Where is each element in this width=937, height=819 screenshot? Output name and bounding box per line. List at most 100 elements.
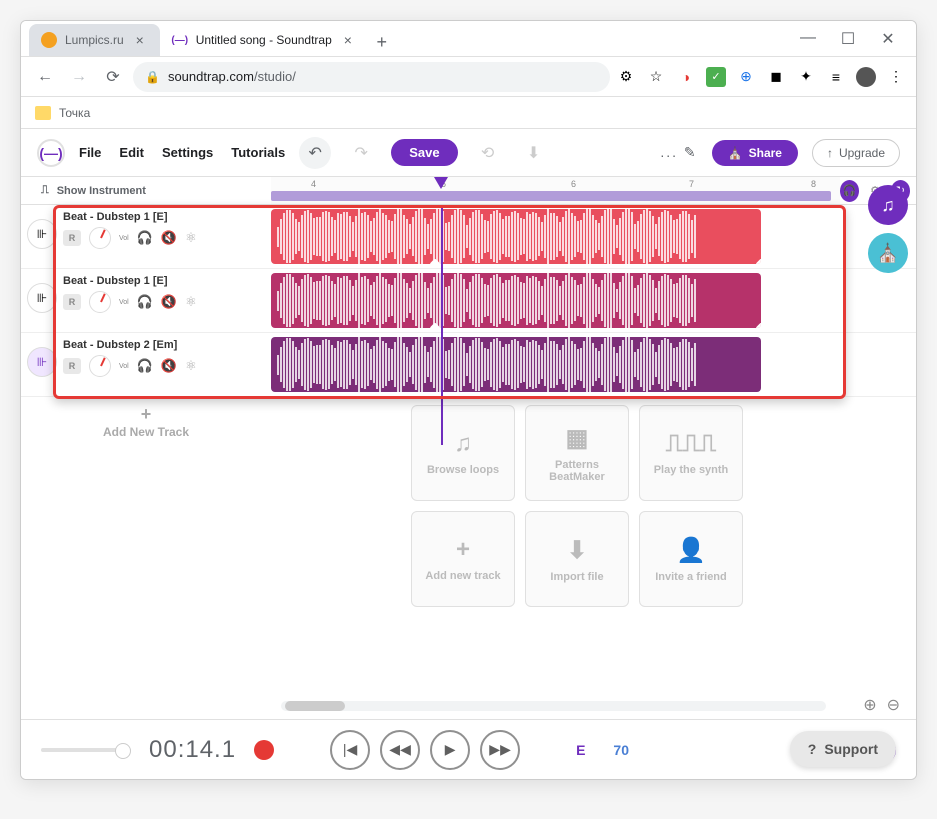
url-field[interactable]: 🔒 soundtrap.com/studio/ [133, 62, 610, 92]
track-icon[interactable]: ⊪ [27, 347, 57, 377]
minimize-button[interactable]: — [798, 29, 818, 49]
mute-icon[interactable]: 🔇 [161, 230, 177, 246]
close-button[interactable]: ✕ [878, 29, 898, 49]
address-bar: ← → ⟳ 🔒 soundtrap.com/studio/ ⚙ ☆ ◑ ✓ ⊕ … [21, 57, 916, 97]
collab-panel-button[interactable]: ⛪ [868, 233, 908, 273]
loops-panel-button[interactable]: ♫ [868, 185, 908, 225]
undo-button[interactable]: ↶ [299, 137, 331, 169]
show-instrument-button[interactable]: ⎍ Show Instrument [21, 177, 271, 204]
track-header[interactable]: ⊪ Beat - Dubstep 1 [E] R Vol 🎧 🔇 ⚛ [21, 269, 271, 332]
ext-icon[interactable]: ◼ [766, 67, 786, 87]
menu-file[interactable]: File [79, 145, 101, 160]
zoom-controls: ⊕ ⊖ [863, 695, 900, 715]
star-icon[interactable]: ☆ [646, 67, 666, 87]
new-tab-button[interactable]: + [368, 28, 396, 56]
menu-button[interactable]: ⋮ [886, 67, 906, 87]
browse-loops-card[interactable]: ♫Browse loops [411, 405, 515, 501]
volume-knob[interactable] [89, 291, 111, 313]
loop-region[interactable] [271, 191, 831, 201]
menu-edit[interactable]: Edit [119, 145, 144, 160]
record-arm[interactable]: R [63, 358, 81, 374]
import-icon: ⬇ [567, 536, 587, 565]
waveform [277, 209, 755, 264]
record-arm[interactable]: R [63, 230, 81, 246]
headphone-icon[interactable]: 🎧 [137, 230, 153, 246]
invite-card[interactable]: 👤Invite a friend [639, 511, 743, 607]
master-volume-slider[interactable] [41, 748, 131, 752]
track-row: ⊪ Beat - Dubstep 2 [Em] R Vol 🎧 🔇 ⚛ [21, 333, 916, 397]
person-icon: 👤 [676, 536, 706, 565]
track-lane[interactable] [271, 333, 916, 396]
save-button[interactable]: Save [391, 139, 457, 166]
headphones-button[interactable]: 🎧 [840, 180, 859, 202]
menu-settings[interactable]: Settings [162, 145, 213, 160]
zoom-out-button[interactable]: ⊖ [887, 695, 900, 715]
upgrade-button[interactable]: ↑Upgrade [812, 139, 900, 167]
mute-icon[interactable]: 🔇 [161, 294, 177, 310]
folder-icon [35, 106, 51, 120]
ext-icon[interactable]: ≡ [826, 67, 846, 87]
redo-button[interactable]: ↷ [345, 137, 377, 169]
forward-button[interactable]: ▶▶ [480, 730, 520, 770]
support-button[interactable]: ? Support [790, 731, 896, 767]
import-card[interactable]: ⬇Import file [525, 511, 629, 607]
play-button[interactable]: ▶ [430, 730, 470, 770]
translate-icon[interactable]: ⚙ [616, 67, 636, 87]
record-button[interactable] [254, 740, 274, 760]
volume-knob[interactable] [89, 355, 111, 377]
scrollbar-thumb[interactable] [285, 701, 345, 711]
headphone-icon[interactable]: 🎧 [137, 358, 153, 374]
patterns-card[interactable]: ▦Patterns BeatMaker [525, 405, 629, 501]
zoom-in-button[interactable]: ⊕ [863, 695, 876, 715]
maximize-button[interactable]: ☐ [838, 29, 858, 49]
audio-clip[interactable] [271, 337, 761, 392]
add-track-button[interactable]: + Add New Track [21, 397, 271, 445]
tab-inactive[interactable]: Lumpics.ru × [29, 24, 160, 56]
rewind-button[interactable]: ◀◀ [380, 730, 420, 770]
headphone-icon[interactable]: 🎧 [137, 294, 153, 310]
ext-icon[interactable]: ⊕ [736, 67, 756, 87]
audio-clip[interactable] [271, 273, 761, 328]
sync-button[interactable]: ⟲ [472, 137, 504, 169]
tab-close[interactable]: × [340, 32, 356, 48]
forward-button[interactable]: → [65, 63, 93, 91]
add-track-card[interactable]: +Add new track [411, 511, 515, 607]
synth-card[interactable]: ⎍⎍⎍Play the synth [639, 405, 743, 501]
menu-tutorials[interactable]: Tutorials [231, 145, 285, 160]
waveform [277, 273, 755, 328]
app-logo[interactable]: (—) [37, 139, 65, 167]
puzzle-icon[interactable]: ✦ [796, 67, 816, 87]
download-button[interactable]: ⬇ [518, 137, 550, 169]
tab-close[interactable]: × [132, 32, 148, 48]
ext-icon[interactable]: ◑ [676, 67, 696, 87]
bookmark-item[interactable]: Точка [59, 106, 90, 120]
track-header[interactable]: ⊪ Beat - Dubstep 2 [Em] R Vol 🎧 🔇 ⚛ [21, 333, 271, 396]
timeline-ruler[interactable]: 4 5 6 7 8 [271, 177, 840, 204]
clip-handle[interactable] [755, 258, 761, 264]
key-display[interactable]: E [576, 742, 585, 758]
fx-icon[interactable]: ⚛ [185, 230, 197, 246]
track-icon[interactable]: ⊪ [27, 283, 57, 313]
track-header[interactable]: ⊪ Beat - Dubstep 1 [E] R Vol 🎧 🔇 ⚛ [21, 205, 271, 268]
profile-avatar[interactable] [856, 67, 876, 87]
reload-button[interactable]: ⟳ [99, 63, 127, 91]
share-button[interactable]: ⛪Share [712, 140, 798, 166]
skip-start-button[interactable]: |◀ [330, 730, 370, 770]
mute-icon[interactable]: 🔇 [161, 358, 177, 374]
track-icon[interactable]: ⊪ [27, 219, 57, 249]
volume-knob[interactable] [89, 227, 111, 249]
clip-handle[interactable] [755, 322, 761, 328]
fx-icon[interactable]: ⚛ [185, 358, 197, 374]
tempo-display[interactable]: 70 [613, 742, 629, 758]
edit-title-button[interactable]: ... ✎ [660, 144, 697, 161]
horizontal-scrollbar[interactable] [281, 701, 826, 711]
back-button[interactable]: ← [31, 63, 59, 91]
playhead-marker[interactable] [434, 177, 448, 189]
record-arm[interactable]: R [63, 294, 81, 310]
ext-icon[interactable]: ✓ [706, 67, 726, 87]
audio-clip[interactable] [271, 209, 761, 264]
track-lane[interactable] [271, 205, 916, 268]
fx-icon[interactable]: ⚛ [185, 294, 197, 310]
tab-active[interactable]: (—) Untitled song - Soundtrap × [160, 24, 368, 56]
track-lane[interactable] [271, 269, 916, 332]
